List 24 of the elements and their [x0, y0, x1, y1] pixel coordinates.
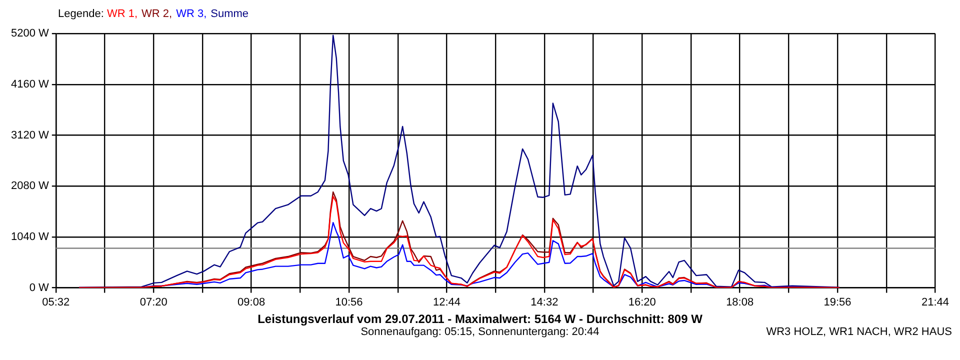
text: WR3 HOLZ, WR1 NACH, WR2 HAUS: [766, 326, 952, 338]
y-tick-label: 2080 W: [10, 180, 50, 192]
legend-title: Legende:: [58, 8, 105, 22]
text: WR 2,: [142, 8, 172, 22]
x-tick-label: 09:08: [238, 296, 266, 308]
text: WR 1,: [106, 8, 138, 22]
text: WR 3,: [176, 8, 207, 22]
y-tick-label: 4160 W: [10, 78, 50, 90]
text: Summe: [210, 8, 249, 22]
x-tick-label: 10:56: [335, 296, 363, 308]
text: Leistungsverlauf vom 29.07.2011 - Maximalwert: 5164 W - Durchschnitt: 809 W: [256, 312, 704, 326]
x-tick-label: 12:44: [432, 296, 460, 308]
x-tick-label: 16:20: [628, 296, 656, 308]
y-tick-label: 0 W: [29, 282, 50, 294]
x-tick-label: 18:08: [726, 296, 754, 308]
x-tick-label: 19:56: [824, 296, 852, 308]
y-tick-label: 3120 W: [10, 129, 50, 142]
x-tick-label: 21:44: [921, 296, 949, 308]
y-tick-label: 1040 W: [10, 230, 50, 243]
x-tick-label: 07:20: [140, 296, 168, 308]
y-tick-label: 5200 W: [10, 28, 50, 40]
x-tick-label: 14:32: [530, 296, 558, 308]
x-tick-label: 05:32: [42, 296, 70, 308]
text: Sonnenaufgang: 05:15, Sonnenuntergang: 20:44: [360, 326, 600, 338]
